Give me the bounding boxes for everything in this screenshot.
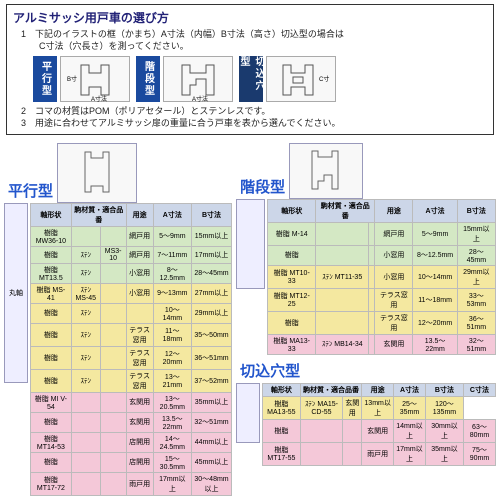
heikou-title: 平行型 xyxy=(8,180,53,201)
type-kaidan: 階段型 A寸法 xyxy=(136,56,233,102)
main-title: アルミサッシ用戸車の選び方 xyxy=(13,9,487,26)
table-row: 樹脂小窓用8～12.5mm28～45mm xyxy=(268,245,496,265)
table-row: 樹脂 MT10-33ｽﾃﾝ MT11-35小窓用10～14mm29mm以上 xyxy=(268,265,496,288)
table-row: 樹脂ｽﾃﾝテラス窓用12～20mm36～51mm xyxy=(30,346,231,369)
table-row: 樹脂 MT14-53店開用14～24.5mm44mm以上 xyxy=(30,432,231,452)
table-row: 樹脂 M-14網戸用5～9mm15mm以上 xyxy=(268,222,496,245)
table-row: 樹脂玄関用14mm以上30mm以上63～80mm xyxy=(262,419,495,442)
table-row: 樹脂 MI V-54玄関用13～20.5mm35mm以上 xyxy=(30,392,231,412)
kirikomi-shaft-col xyxy=(236,383,260,443)
diagram-kirikomi: C寸 xyxy=(266,56,336,102)
kaidan-block: 階段型 軸形状駒材質・適合品番用途A寸法B寸法 樹脂 M-14網戸用5～9mm1… xyxy=(236,143,496,355)
kaidan-profile-dia xyxy=(289,143,363,199)
table-header: 軸形状駒材質・適合品番用途A寸法B寸法C寸法 xyxy=(262,383,495,396)
instr-1: 1 下記のイラストの框（かまち）A寸法（内幅）B寸法（高さ）切込型の場合は xyxy=(21,29,487,41)
diagram-heikou: A寸法 B寸 xyxy=(60,56,130,102)
kaidan-shaft-col xyxy=(236,199,265,289)
svg-text:A寸法: A寸法 xyxy=(91,95,107,103)
svg-text:B寸: B寸 xyxy=(67,75,77,83)
table-header: 軸形状駒材質・適合品番用途A寸法B寸法 xyxy=(268,199,496,222)
badge-heikou: 平行型 xyxy=(33,56,57,102)
instr-1b: C寸法（穴長さ）を測ってください。 xyxy=(21,41,487,53)
diagram-kaidan: A寸法 xyxy=(163,56,233,102)
svg-text:C寸: C寸 xyxy=(319,75,329,83)
kirikomi-block: 切込穴型 軸形状駒材質・適合品番用途A寸法B寸法C寸法 樹脂 MA13-55ｽﾃ… xyxy=(236,358,496,466)
kirikomi-title: 切込穴型 xyxy=(240,360,496,381)
instr-3: 3 用途に合わせてアルミサッシ扉の重量に合う戸車を表から選んでください。 xyxy=(21,118,487,130)
table-row: 樹脂店開用15～30.5mm45mm以上 xyxy=(30,452,231,472)
type-kirikomi: 切込穴型 C寸 xyxy=(239,56,336,102)
svg-text:A寸法: A寸法 xyxy=(192,95,208,103)
table-row: 樹脂 MS-41ｽﾃﾝ MS-45小窓用9～13mm27mm以上 xyxy=(30,283,231,303)
instr-2: 2 コマの材質はPOM（ポリアセタール）とステンレスです。 xyxy=(21,106,487,118)
kaidan-table: 軸形状駒材質・適合品番用途A寸法B寸法 樹脂 M-14網戸用5～9mm15mm以… xyxy=(267,199,496,355)
table-row: 樹脂玄関用13.5～22mm32～51mm xyxy=(30,412,231,432)
heikou-profile-dia xyxy=(57,143,137,203)
table-row: 樹脂 MT13.5ｽﾃﾝ小窓用8～12.5mm28～45mm xyxy=(30,263,231,283)
table-row: 樹脂 MW36-10網戸用5～9mm15mm以上 xyxy=(30,226,231,246)
instruction-box: アルミサッシ用戸車の選び方 1 下記のイラストの框（かまち）A寸法（内幅）B寸法… xyxy=(6,4,494,135)
heikou-block: 平行型 丸軸 軸形状駒材質・適合品番用途A寸法B寸法 樹脂 MW36-10網戸用… xyxy=(4,143,232,496)
type-heikou: 平行型 A寸法 B寸 xyxy=(33,56,130,102)
table-header: 軸形状駒材質・適合品番用途A寸法B寸法 xyxy=(30,203,231,226)
table-row: 樹脂ｽﾃﾝMS3-10網戸用7～11mm17mm以上 xyxy=(30,246,231,263)
right-column: 階段型 軸形状駒材質・適合品番用途A寸法B寸法 樹脂 M-14網戸用5～9mm1… xyxy=(236,143,496,496)
table-row: 樹脂ｽﾃﾝテラス窓用13～21mm37～52mm xyxy=(30,369,231,392)
table-row: 樹脂 MA13-33ｽﾃﾝ MB14-34玄関用13.5～22mm32～51mm xyxy=(268,334,496,354)
table-row: 樹脂 MT17-72雨戸用17mm以上30～48mm以上 xyxy=(30,472,231,495)
table-row: 樹脂 MT12-25テラス窓用11～18mm33～53mm xyxy=(268,288,496,311)
table-row: 樹脂テラス窓用12～20mm36～51mm xyxy=(268,311,496,334)
kirikomi-table: 軸形状駒材質・適合品番用途A寸法B寸法C寸法 樹脂 MA13-55ｽﾃﾝ MA1… xyxy=(262,383,496,466)
main-columns: 平行型 丸軸 軸形状駒材質・適合品番用途A寸法B寸法 樹脂 MW36-10網戸用… xyxy=(4,143,496,496)
table-row: 樹脂ｽﾃﾝ10～14mm29mm以上 xyxy=(30,303,231,323)
table-row: 樹脂ｽﾃﾝテラス窓用11～18mm35～50mm xyxy=(30,323,231,346)
table-row: 樹脂 MA13-55ｽﾃﾝ MA15-CD-55玄関用13mm以上25～35mm… xyxy=(262,396,495,419)
left-column: 平行型 丸軸 軸形状駒材質・適合品番用途A寸法B寸法 樹脂 MW36-10網戸用… xyxy=(4,143,232,496)
heikou-table: 軸形状駒材質・適合品番用途A寸法B寸法 樹脂 MW36-10網戸用5～9mm15… xyxy=(30,203,232,496)
badge-kaidan: 階段型 xyxy=(136,56,160,102)
type-cards-row: 平行型 A寸法 B寸 階段型 A寸法 切込穴型 C寸 xyxy=(33,56,487,102)
badge-kirikomi: 切込穴型 xyxy=(239,56,263,102)
kaidan-title: 階段型 xyxy=(240,176,285,197)
table-row: 樹脂 MT17-55雨戸用17mm以上35mm以上75～90mm xyxy=(262,442,495,465)
heikou-shaft-col: 丸軸 xyxy=(4,203,28,383)
